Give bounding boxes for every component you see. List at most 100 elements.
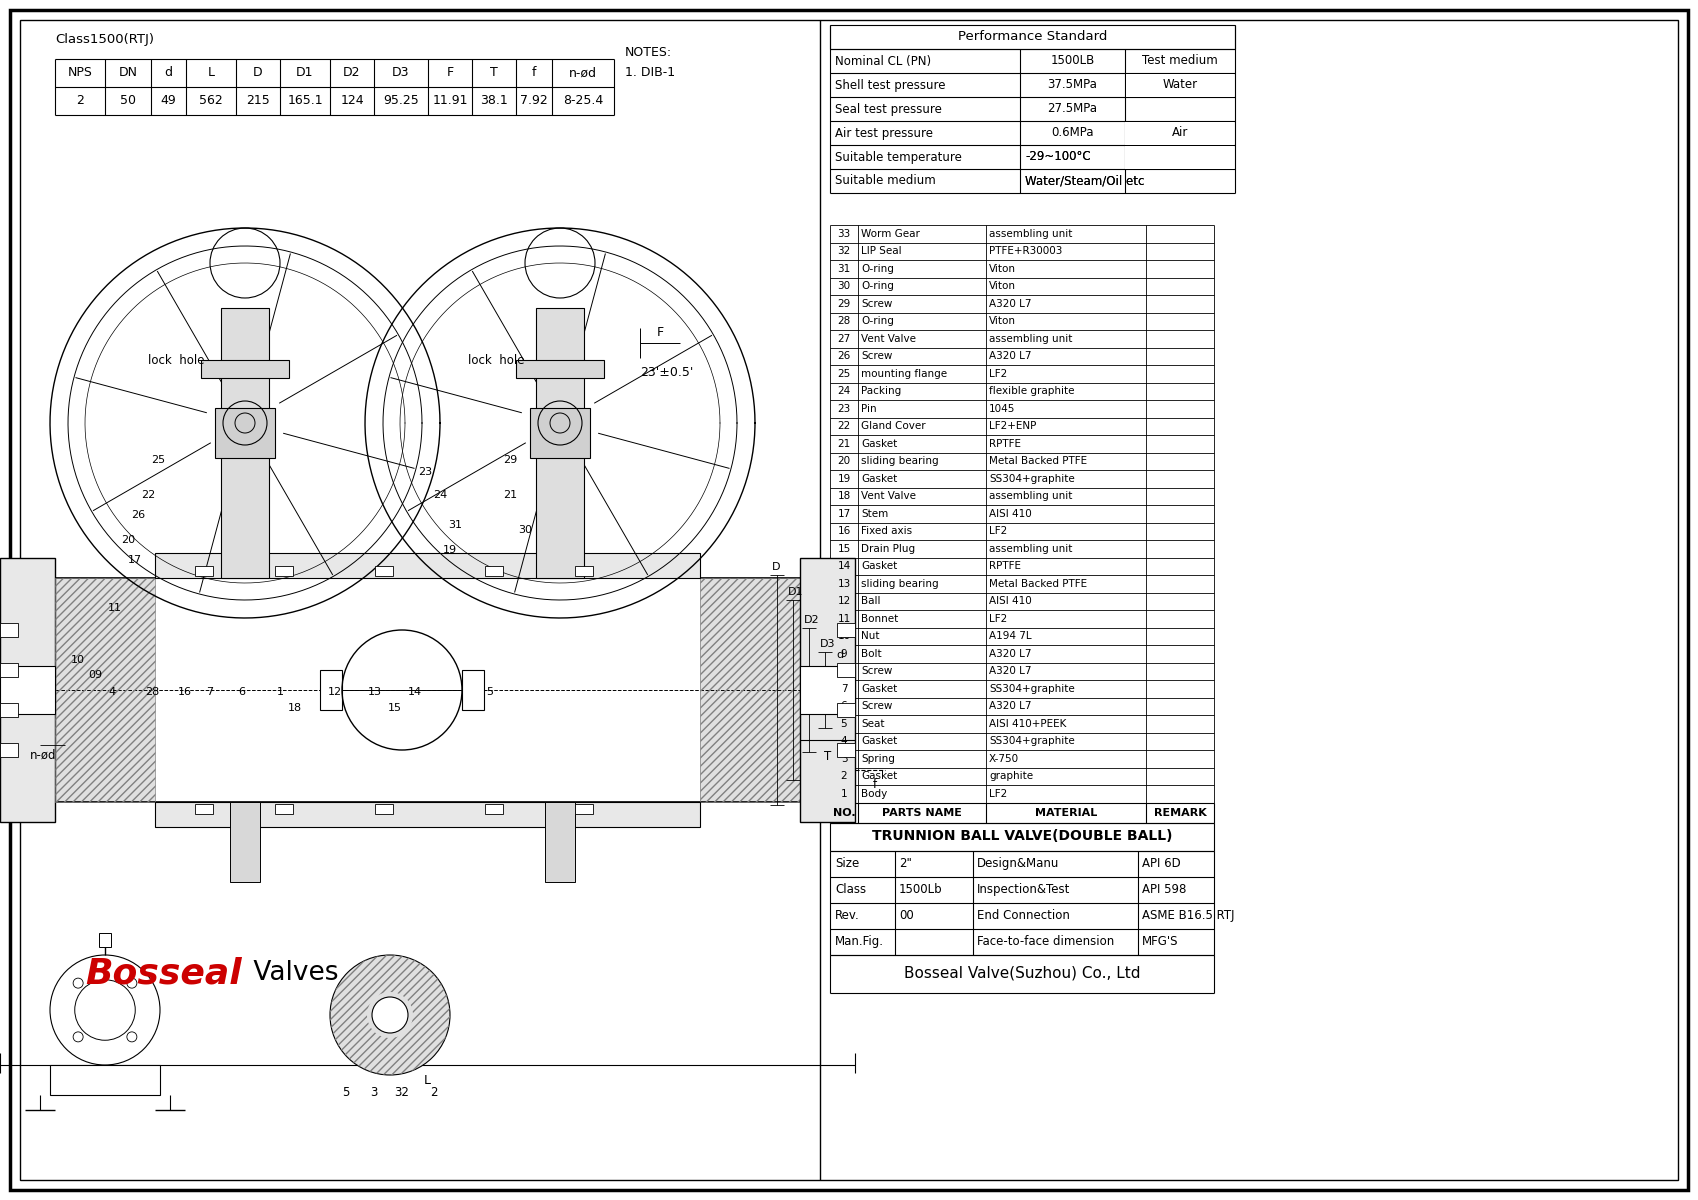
Text: 31: 31 (448, 520, 462, 530)
Text: Water/Steam/Oil etc: Water/Steam/Oil etc (1026, 174, 1144, 187)
Text: Seal test pressure: Seal test pressure (835, 102, 942, 115)
Text: 32: 32 (394, 1086, 409, 1099)
Text: 31: 31 (837, 264, 851, 274)
Bar (229, 802, 260, 882)
Text: Nominal CL (PN): Nominal CL (PN) (835, 54, 931, 67)
Text: MFG'S: MFG'S (1143, 935, 1178, 948)
Bar (837, 743, 856, 757)
Text: lock  hole: lock hole (469, 354, 525, 366)
Text: D3: D3 (820, 638, 835, 649)
Text: 2: 2 (841, 772, 847, 781)
Text: 1: 1 (277, 686, 284, 697)
Text: Nut: Nut (861, 631, 880, 641)
Text: A320 L7: A320 L7 (988, 299, 1031, 308)
Text: L: L (423, 1074, 431, 1087)
Text: A320 L7: A320 L7 (988, 666, 1031, 677)
Text: 23: 23 (837, 403, 851, 414)
Text: SS304+graphite: SS304+graphite (988, 684, 1075, 694)
Text: D: D (253, 66, 263, 79)
Text: 29: 29 (503, 455, 518, 464)
Text: n-ød: n-ød (31, 749, 56, 762)
Bar (375, 804, 392, 814)
Text: LF2: LF2 (988, 368, 1007, 379)
Text: 33: 33 (837, 229, 851, 239)
Text: 5: 5 (841, 719, 847, 728)
Text: Air test pressure: Air test pressure (835, 126, 932, 139)
Bar (0, 743, 19, 757)
Text: Bonnet: Bonnet (861, 613, 898, 624)
Text: 49: 49 (161, 95, 177, 108)
Text: Rev.: Rev. (835, 910, 859, 922)
Text: 32: 32 (837, 246, 851, 257)
Bar (837, 703, 856, 716)
Circle shape (127, 1032, 138, 1042)
Text: 18: 18 (837, 491, 851, 502)
Text: D2: D2 (803, 614, 820, 625)
Text: n-ød: n-ød (569, 66, 598, 79)
Text: NPS: NPS (68, 66, 92, 79)
Text: Valves: Valves (245, 960, 338, 986)
Text: 30: 30 (837, 281, 851, 292)
Text: NOTES:: NOTES: (625, 46, 672, 59)
Text: 22: 22 (141, 490, 155, 500)
Text: 14: 14 (408, 686, 423, 697)
Text: Screw: Screw (861, 666, 893, 677)
Bar (54, 578, 155, 802)
Text: 37.5MPa: 37.5MPa (1048, 78, 1097, 91)
Bar (49, 1066, 160, 1094)
Text: LF2+ENP: LF2+ENP (988, 421, 1036, 431)
Text: 16: 16 (837, 527, 851, 536)
Text: Performance Standard: Performance Standard (958, 30, 1107, 43)
Text: 8: 8 (841, 666, 847, 677)
Bar (200, 360, 289, 378)
Bar (516, 360, 604, 378)
Text: Inspection&Test: Inspection&Test (976, 883, 1070, 896)
Bar (837, 662, 856, 677)
Text: Gasket: Gasket (861, 562, 897, 571)
Text: Stem: Stem (861, 509, 888, 518)
Text: 28: 28 (144, 686, 160, 697)
Bar (800, 558, 856, 822)
Text: PARTS NAME: PARTS NAME (881, 808, 963, 817)
Text: D3: D3 (392, 66, 409, 79)
Circle shape (329, 955, 450, 1075)
Circle shape (73, 978, 83, 988)
Text: 21: 21 (503, 490, 518, 500)
Text: 7: 7 (207, 686, 214, 697)
Text: 17: 17 (837, 509, 851, 518)
Text: Screw: Screw (861, 352, 893, 361)
Text: Shell test pressure: Shell test pressure (835, 78, 946, 91)
Text: f: f (531, 66, 537, 79)
Text: Test medium: Test medium (1143, 54, 1217, 67)
Text: 215: 215 (246, 95, 270, 108)
Bar (275, 566, 294, 576)
Text: 20: 20 (837, 456, 851, 467)
Text: 24: 24 (433, 490, 447, 500)
Text: ASME B16.5 RTJ: ASME B16.5 RTJ (1143, 910, 1234, 922)
Text: Class: Class (835, 883, 866, 896)
Text: REMARK: REMARK (1153, 808, 1206, 817)
Text: flexible graphite: flexible graphite (988, 386, 1075, 396)
Circle shape (73, 1032, 83, 1042)
Bar (1126, 73, 1234, 96)
Bar (1126, 121, 1234, 144)
Text: Bolt: Bolt (861, 649, 881, 659)
Bar (800, 666, 856, 714)
Text: 09: 09 (88, 670, 102, 680)
Text: 9: 9 (841, 649, 847, 659)
Text: 2: 2 (76, 95, 83, 108)
Text: 23: 23 (418, 467, 431, 476)
Bar (462, 670, 484, 710)
Text: -29~100°C: -29~100°C (1026, 150, 1090, 163)
Text: d: d (835, 650, 844, 660)
Text: 6: 6 (238, 686, 246, 697)
Text: 26: 26 (131, 510, 144, 520)
Bar (576, 566, 593, 576)
Text: Screw: Screw (861, 701, 893, 712)
Bar (700, 578, 800, 802)
Text: Size: Size (835, 857, 859, 870)
Text: 11: 11 (837, 613, 851, 624)
Bar (537, 308, 584, 578)
Text: D1: D1 (295, 66, 314, 79)
Text: Gasket: Gasket (861, 474, 897, 484)
